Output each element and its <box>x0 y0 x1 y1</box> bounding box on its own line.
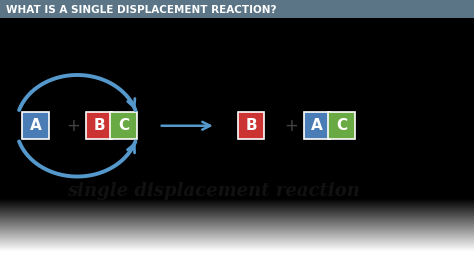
FancyBboxPatch shape <box>238 112 264 139</box>
Text: C: C <box>118 118 129 133</box>
Text: +: + <box>284 117 299 135</box>
Text: A: A <box>30 118 41 133</box>
Text: single displacement reaction: single displacement reaction <box>67 182 360 200</box>
Text: WHAT IS A SINGLE DISPLACEMENT REACTION?: WHAT IS A SINGLE DISPLACEMENT REACTION? <box>6 5 276 15</box>
Text: A: A <box>311 118 323 133</box>
Text: C: C <box>336 118 347 133</box>
Text: +: + <box>66 117 81 135</box>
Text: B: B <box>246 118 257 133</box>
FancyBboxPatch shape <box>110 112 137 139</box>
FancyBboxPatch shape <box>86 112 112 139</box>
FancyBboxPatch shape <box>328 112 355 139</box>
Bar <box>0 0 474 18</box>
Text: B: B <box>93 118 105 133</box>
FancyBboxPatch shape <box>304 112 330 139</box>
FancyBboxPatch shape <box>22 112 49 139</box>
